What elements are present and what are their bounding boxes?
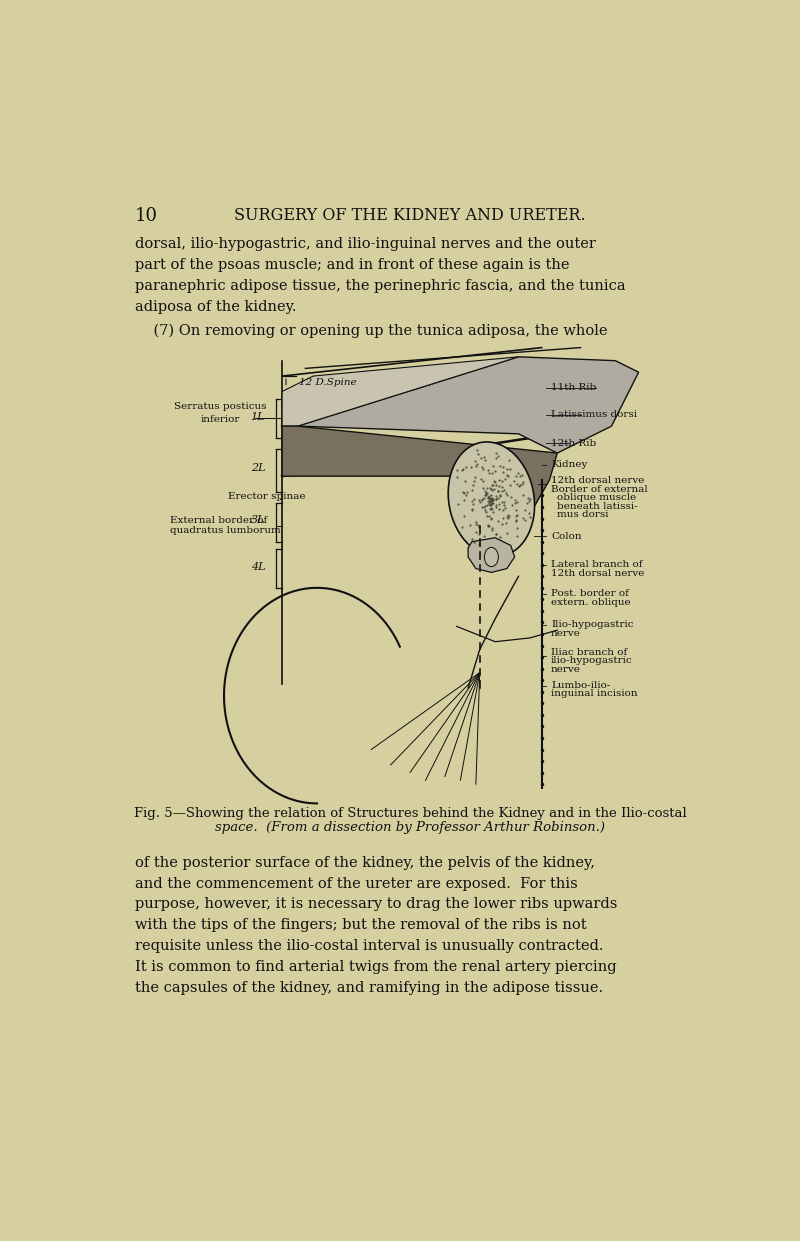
Text: Border of external: Border of external (551, 485, 648, 494)
Polygon shape (282, 357, 518, 426)
Text: adiposa of the kidney.: adiposa of the kidney. (135, 300, 296, 314)
Text: 2L: 2L (250, 463, 265, 474)
Text: Latissimus dorsi: Latissimus dorsi (551, 410, 637, 419)
Text: inferior: inferior (201, 414, 240, 424)
Text: part of the psoas muscle; and in front of these again is the: part of the psoas muscle; and in front o… (135, 258, 570, 272)
Text: Colon: Colon (551, 531, 582, 541)
Text: 11th Rib: 11th Rib (551, 383, 596, 392)
Text: inguinal incision: inguinal incision (551, 690, 638, 699)
Text: purpose, however, it is necessary to drag the lower ribs upwards: purpose, however, it is necessary to dra… (135, 897, 618, 911)
Text: quadratus lumborum: quadratus lumborum (170, 526, 281, 535)
Text: 3L: 3L (250, 515, 265, 525)
Text: Fig. 5—Showing the relation of Structures behind the Kidney and in the Ilio-cost: Fig. 5—Showing the relation of Structure… (134, 807, 686, 820)
Text: Lateral branch of: Lateral branch of (551, 560, 642, 570)
Text: the capsules of the kidney, and ramifying in the adipose tissue.: the capsules of the kidney, and ramifyin… (135, 980, 603, 994)
Text: Ilio-hypogastric: Ilio-hypogastric (551, 620, 634, 629)
Text: Serratus posticus: Serratus posticus (174, 402, 266, 411)
Text: nerve: nerve (551, 629, 581, 638)
Text: 10: 10 (135, 207, 158, 225)
Text: It is common to find arterial twigs from the renal artery piercing: It is common to find arterial twigs from… (135, 959, 617, 974)
Text: and the commencement of the ureter are exposed.  For this: and the commencement of the ureter are e… (135, 876, 578, 891)
Polygon shape (468, 537, 514, 572)
Text: of the posterior surface of the kidney, the pelvis of the kidney,: of the posterior surface of the kidney, … (135, 856, 595, 870)
Text: requisite unless the ilio-costal interval is unusually contracted.: requisite unless the ilio-costal interva… (135, 939, 603, 953)
Text: Lumbo-ilio-: Lumbo-ilio- (551, 681, 610, 690)
Text: SURGERY OF THE KIDNEY AND URETER.: SURGERY OF THE KIDNEY AND URETER. (234, 207, 586, 223)
Text: space.  (From a dissection by Professor Arthur Robinson.): space. (From a dissection by Professor A… (215, 822, 605, 834)
Text: with the tips of the fingers; but the removal of the ribs is not: with the tips of the fingers; but the re… (135, 918, 586, 932)
Text: nerve: nerve (551, 665, 581, 674)
Text: 1L: 1L (250, 412, 265, 422)
Text: ilio-hypogastric: ilio-hypogastric (551, 656, 633, 665)
Ellipse shape (448, 442, 534, 557)
Polygon shape (298, 357, 638, 453)
Text: Post. border of: Post. border of (551, 589, 629, 598)
Text: paranephric adipose tissue, the perinephric fascia, and the tunica: paranephric adipose tissue, the perineph… (135, 279, 626, 293)
Text: oblique muscle: oblique muscle (558, 493, 637, 503)
Text: dorsal, ilio-hypogastric, and ilio-inguinal nerves and the outer: dorsal, ilio-hypogastric, and ilio-ingui… (135, 237, 596, 252)
Text: (7) On removing or opening up the tunica adiposa, the whole: (7) On removing or opening up the tunica… (135, 324, 607, 338)
Text: 4L: 4L (250, 562, 265, 572)
Text: 12th dorsal nerve: 12th dorsal nerve (551, 477, 645, 485)
Text: 12th Rib: 12th Rib (551, 438, 596, 448)
Text: 12 D.Spine: 12 D.Spine (299, 377, 357, 387)
Ellipse shape (485, 547, 498, 567)
Polygon shape (282, 426, 558, 541)
Text: External border of: External border of (170, 515, 267, 525)
Text: Erector spinae: Erector spinae (228, 493, 306, 501)
Text: Iliac branch of: Iliac branch of (551, 648, 627, 656)
Text: 12th dorsal nerve: 12th dorsal nerve (551, 568, 645, 577)
Text: extern. oblique: extern. oblique (551, 598, 630, 607)
Text: Kidney: Kidney (551, 460, 587, 469)
Text: mus dorsi: mus dorsi (558, 510, 609, 519)
Text: beneath latissi-: beneath latissi- (558, 501, 638, 510)
